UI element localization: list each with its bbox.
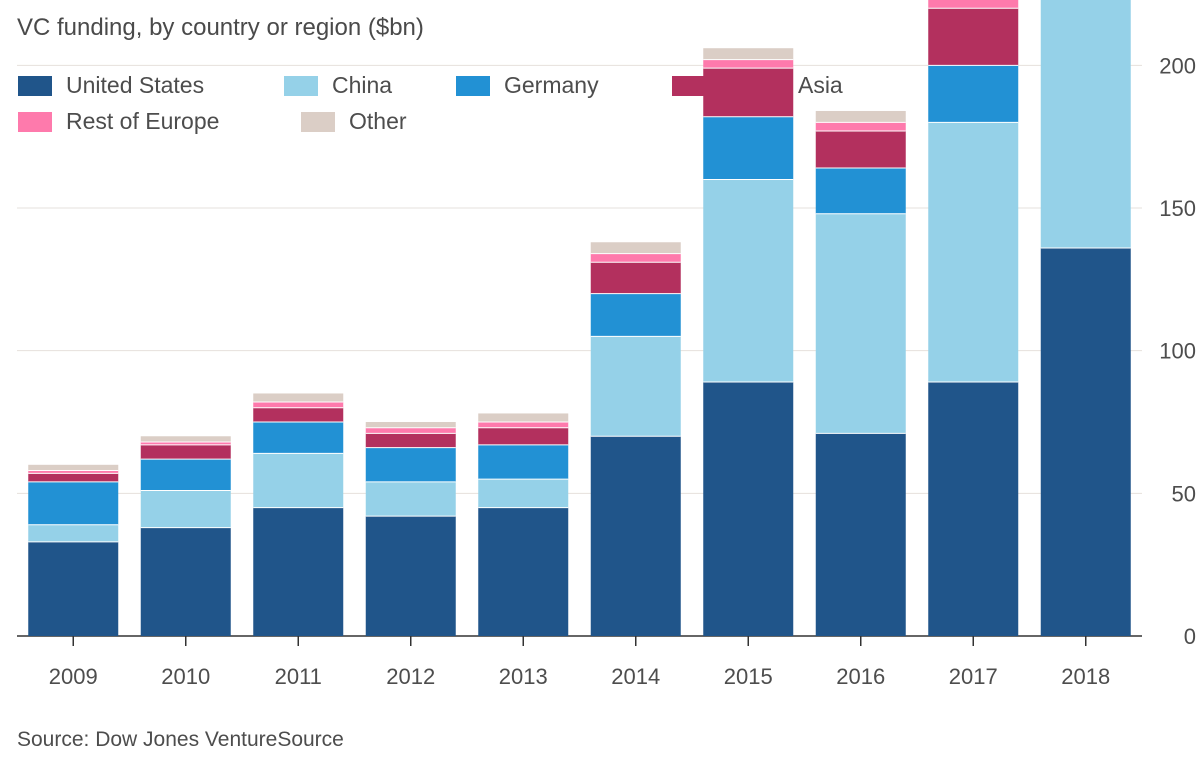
x-tick-label-2009: 2009	[49, 664, 98, 689]
legend-label-other: Other	[349, 108, 407, 134]
bar-rest-of-asia-2012	[365, 433, 456, 448]
legend-item-other: Other	[301, 108, 407, 135]
legend-item-china: China	[284, 72, 392, 99]
bar-united-states-2013	[478, 507, 569, 636]
bar-other-2010	[140, 436, 231, 442]
bar-germany-2017	[928, 65, 1019, 123]
legend-swatch-united-states	[18, 75, 52, 96]
x-tick-label-2018: 2018	[1061, 664, 1110, 689]
bar-rest-of-europe-2015	[703, 59, 794, 69]
x-tick-label-2014: 2014	[611, 664, 660, 689]
bar-other-2015	[703, 48, 794, 60]
legend-label-united-states: United States	[66, 72, 205, 98]
bar-germany-2015	[703, 116, 794, 180]
bar-rest-of-europe-2011	[253, 402, 344, 408]
bar-united-states-2011	[253, 507, 344, 636]
legend-item-united-states: United States	[18, 72, 204, 99]
bar-united-states-2010	[140, 527, 231, 636]
bar-united-states-2009	[28, 541, 119, 636]
bar-rest-of-asia-2016	[815, 130, 906, 169]
chart-title: VC funding, by country or region ($bn)	[17, 14, 424, 41]
bar-china-2016	[815, 213, 906, 434]
bar-china-2010	[140, 490, 231, 528]
bar-other-2016	[815, 110, 906, 123]
source-note: Source: Dow Jones VentureSource	[17, 728, 344, 751]
legend-label-china: China	[332, 72, 393, 98]
bar-china-2015	[703, 179, 794, 383]
bar-other-2014	[590, 242, 681, 254]
bar-germany-2011	[253, 422, 344, 454]
x-tick-label-2012: 2012	[386, 664, 435, 689]
legend-item-germany: Germany	[456, 72, 599, 99]
y-tick-label-50: 50	[1172, 481, 1196, 506]
bar-rest-of-europe-2013	[478, 422, 569, 428]
bar-germany-2012	[365, 447, 456, 482]
bar-rest-of-asia-2009	[28, 473, 119, 482]
bar-united-states-2012	[365, 516, 456, 636]
bar-china-2018	[1040, 0, 1131, 248]
y-tick-label-200: 200	[1159, 53, 1196, 78]
stacked-bar-chart: 0501001502002503002009201020112012201320…	[17, 0, 1196, 689]
legend-swatch-rest-of-asia	[672, 75, 706, 96]
y-tick-label-150: 150	[1159, 196, 1196, 221]
bar-china-2011	[253, 453, 344, 508]
bar-other-2011	[253, 393, 344, 403]
legend-swatch-other	[301, 111, 335, 132]
bar-other-2012	[365, 422, 456, 428]
x-tick-label-2010: 2010	[161, 664, 210, 689]
bar-rest-of-asia-2010	[140, 444, 231, 460]
legend-label-rest-of-europe: Rest of Europe	[66, 108, 220, 134]
bar-united-states-2016	[815, 433, 906, 636]
bar-united-states-2017	[928, 382, 1019, 636]
x-tick-label-2016: 2016	[836, 664, 885, 689]
bar-rest-of-asia-2013	[478, 427, 569, 445]
bar-rest-of-europe-2010	[140, 441, 231, 445]
bar-germany-2009	[28, 481, 119, 525]
bar-china-2013	[478, 479, 569, 508]
bar-germany-2016	[815, 168, 906, 214]
x-tick-label-2017: 2017	[949, 664, 998, 689]
bar-germany-2013	[478, 444, 569, 480]
legend-swatch-china	[284, 75, 318, 96]
bar-china-2017	[928, 122, 1019, 383]
bar-rest-of-asia-2014	[590, 262, 681, 294]
bar-rest-of-europe-2012	[365, 427, 456, 434]
bar-united-states-2015	[703, 382, 794, 636]
bar-rest-of-asia-2015	[703, 68, 794, 117]
y-tick-label-100: 100	[1159, 339, 1196, 364]
legend-item-rest-of-europe: Rest of Europe	[18, 108, 219, 135]
legend-swatch-germany	[456, 75, 490, 96]
bar-rest-of-asia-2011	[253, 407, 344, 422]
y-tick-label-0: 0	[1184, 624, 1196, 649]
legend-swatch-rest-of-europe	[18, 111, 52, 132]
bar-germany-2014	[590, 293, 681, 337]
bar-united-states-2018	[1040, 247, 1131, 637]
bar-china-2009	[28, 524, 119, 542]
bar-united-states-2014	[590, 436, 681, 636]
bar-china-2012	[365, 481, 456, 517]
x-tick-label-2015: 2015	[724, 664, 773, 689]
x-tick-label-2011: 2011	[275, 664, 322, 689]
bar-rest-of-europe-2016	[815, 122, 906, 131]
bar-rest-of-europe-2014	[590, 253, 681, 263]
bar-other-2013	[478, 413, 569, 422]
bar-rest-of-europe-2009	[28, 470, 119, 474]
bar-germany-2010	[140, 459, 231, 491]
bar-other-2009	[28, 464, 119, 471]
bar-rest-of-europe-2017	[928, 0, 1019, 9]
x-tick-label-2013: 2013	[499, 664, 548, 689]
bar-rest-of-asia-2017	[928, 8, 1019, 66]
legend-label-germany: Germany	[504, 72, 599, 98]
bar-china-2014	[590, 336, 681, 437]
